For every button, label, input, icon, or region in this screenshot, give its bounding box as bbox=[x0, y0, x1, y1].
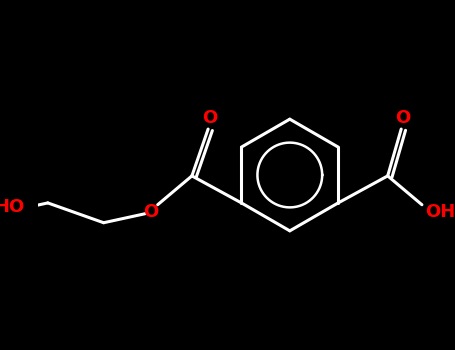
Text: O: O bbox=[143, 203, 158, 221]
Text: HO: HO bbox=[0, 198, 25, 216]
Text: OH: OH bbox=[425, 203, 455, 221]
Text: O: O bbox=[202, 109, 217, 127]
Text: O: O bbox=[395, 109, 410, 127]
